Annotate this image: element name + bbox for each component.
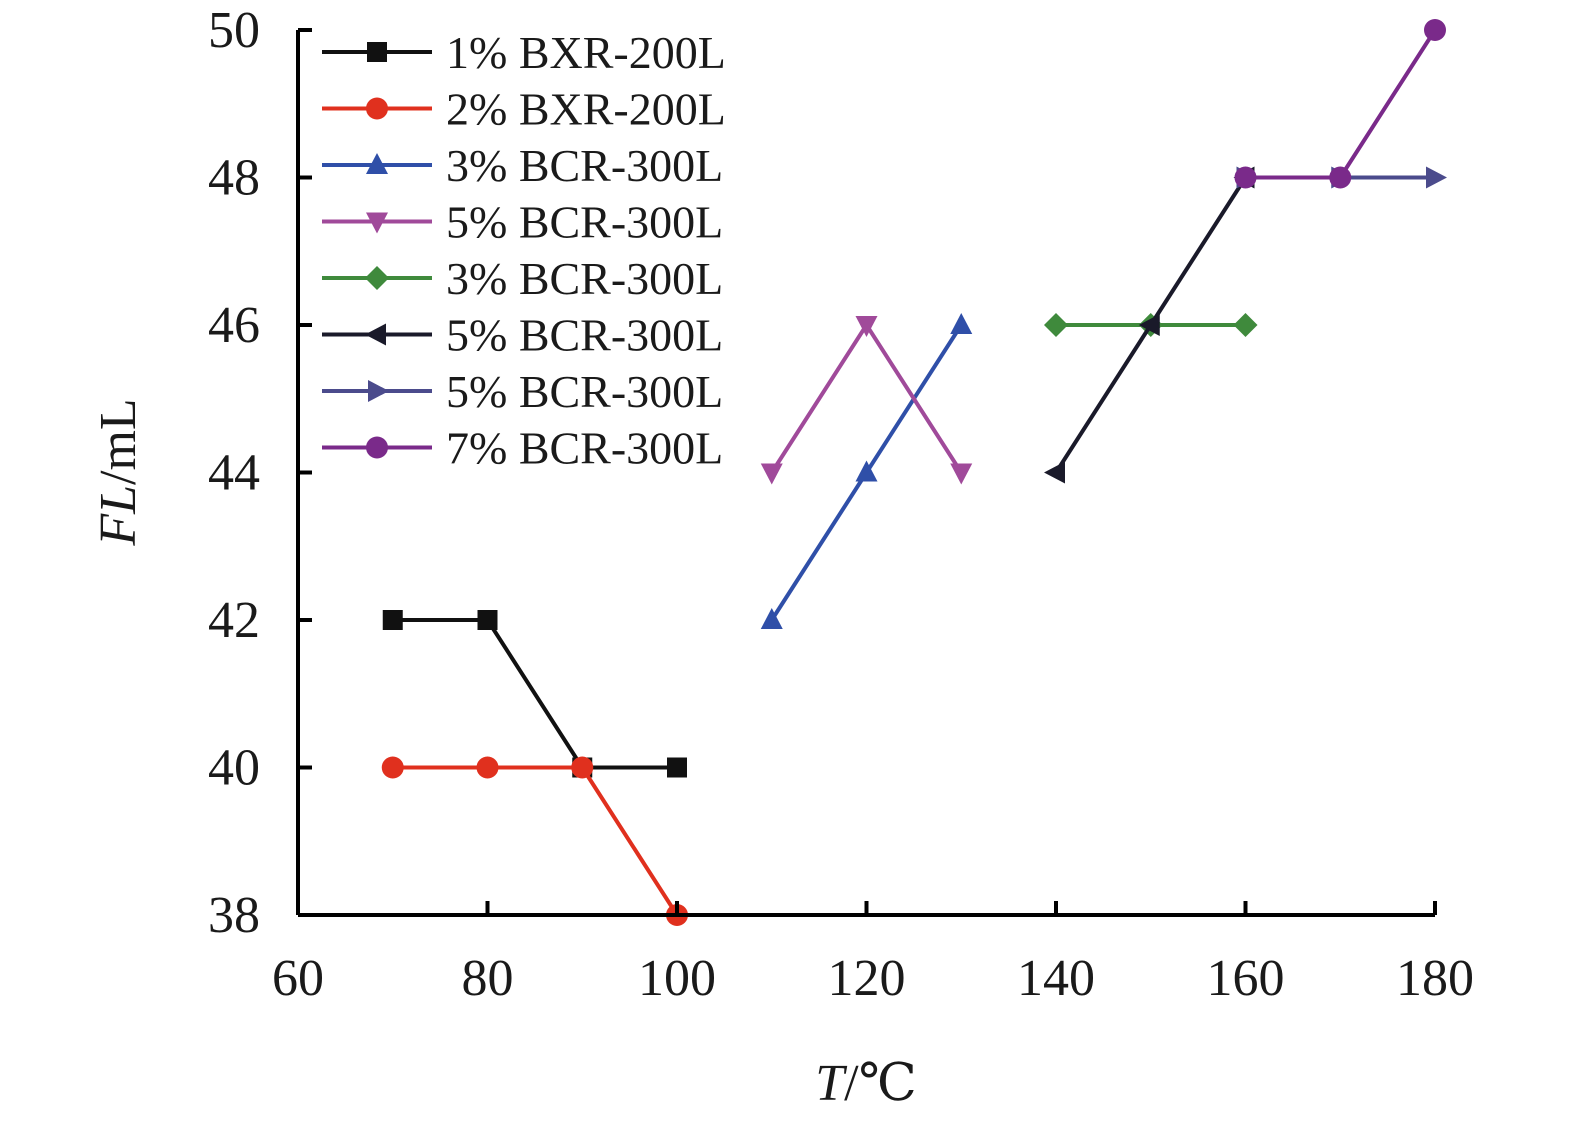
y-axis-var: FL [90,485,147,547]
y-tick-label: 44 [208,445,260,502]
x-axis-unit: /℃ [844,1055,917,1112]
legend-label: 3% BCR-300L [446,253,723,304]
legend-label: 5% BCR-300L [446,197,723,248]
legend-entry: 7% BCR-300L [322,423,723,474]
data-point [950,313,973,334]
data-point [855,460,878,482]
y-tick-label: 42 [208,592,260,649]
y-tick-label: 38 [208,887,260,944]
data-point [382,610,403,630]
data-point [477,610,498,630]
axes-layer: 38 40 42 44 46 48 50 60 80 100 120 140 160 180 [208,2,1474,1007]
x-tick-label: 120 [828,950,906,1007]
series-1 [382,610,687,778]
data-point [1044,461,1065,484]
y-tick-label: 50 [208,2,260,59]
y-axis-title: FL/mL [90,398,147,546]
y-tick-label: 48 [208,150,260,207]
legend-label: 2% BXR-200L [446,84,726,135]
series-2 [381,756,688,926]
series-line-2 [392,765,679,917]
data-point [476,756,499,779]
series-line-1 [392,618,677,770]
legend-entry: 3% BCR-300L [322,140,723,191]
series-line-8 [1245,28,1437,180]
x-tick-label: 160 [1207,950,1285,1007]
data-point [1138,314,1160,336]
legend-entry: 2% BXR-200L [322,84,726,135]
y-tick-label: 46 [208,297,260,354]
legend-label: 1% BXR-200L [446,27,726,78]
x-tick-label: 100 [638,950,716,1007]
legend-label: 7% BCR-300L [446,423,723,474]
legend-entry: 5% BCR-300L [322,310,723,361]
data-point [1426,166,1447,189]
data-point [950,463,973,485]
series-8 [1234,19,1446,189]
data-point [760,608,783,629]
legend-entry: 3% BCR-300L [322,253,723,304]
series-3 [760,313,973,629]
legend-swatch-marker [365,323,386,346]
data-point [1233,313,1258,337]
legend-swatch-marker [366,153,388,174]
data-point [1424,19,1446,41]
series-4 [760,316,973,485]
data-point [1329,166,1352,189]
legend-label: 3% BCR-300L [446,140,723,191]
y-axis-unit: /mL [90,398,147,485]
x-tick-label: 60 [272,950,324,1007]
legend-swatch-marker [365,266,389,290]
legend-entry: 5% BCR-300L [322,197,723,248]
series-line-4 [770,323,963,474]
x-tick-label: 180 [1396,950,1474,1007]
legend-swatch-marker [366,436,388,459]
x-axis-var: T [815,1055,847,1112]
data-point [381,756,404,779]
x-tick-label: 140 [1017,950,1095,1007]
legend-label: 5% BCR-300L [446,310,723,361]
x-axis-title: T/℃ [815,1055,917,1112]
legend-label: 5% BCR-300L [446,366,723,417]
data-point [760,463,783,485]
legend-entry: 5% BCR-300L [322,366,723,417]
data-point [1044,313,1068,337]
legend-swatch-marker [367,42,387,62]
legend-swatch-marker [366,97,388,120]
data-point [571,756,594,779]
legend-swatch-marker [368,380,389,402]
data-point [667,757,687,778]
x-tick-label: 80 [462,950,514,1007]
y-tick-label: 40 [208,740,260,797]
legend-swatch-marker [366,212,388,234]
data-point [1234,166,1257,189]
legend-entry: 1% BXR-200L [322,27,726,78]
data-point [855,316,878,337]
